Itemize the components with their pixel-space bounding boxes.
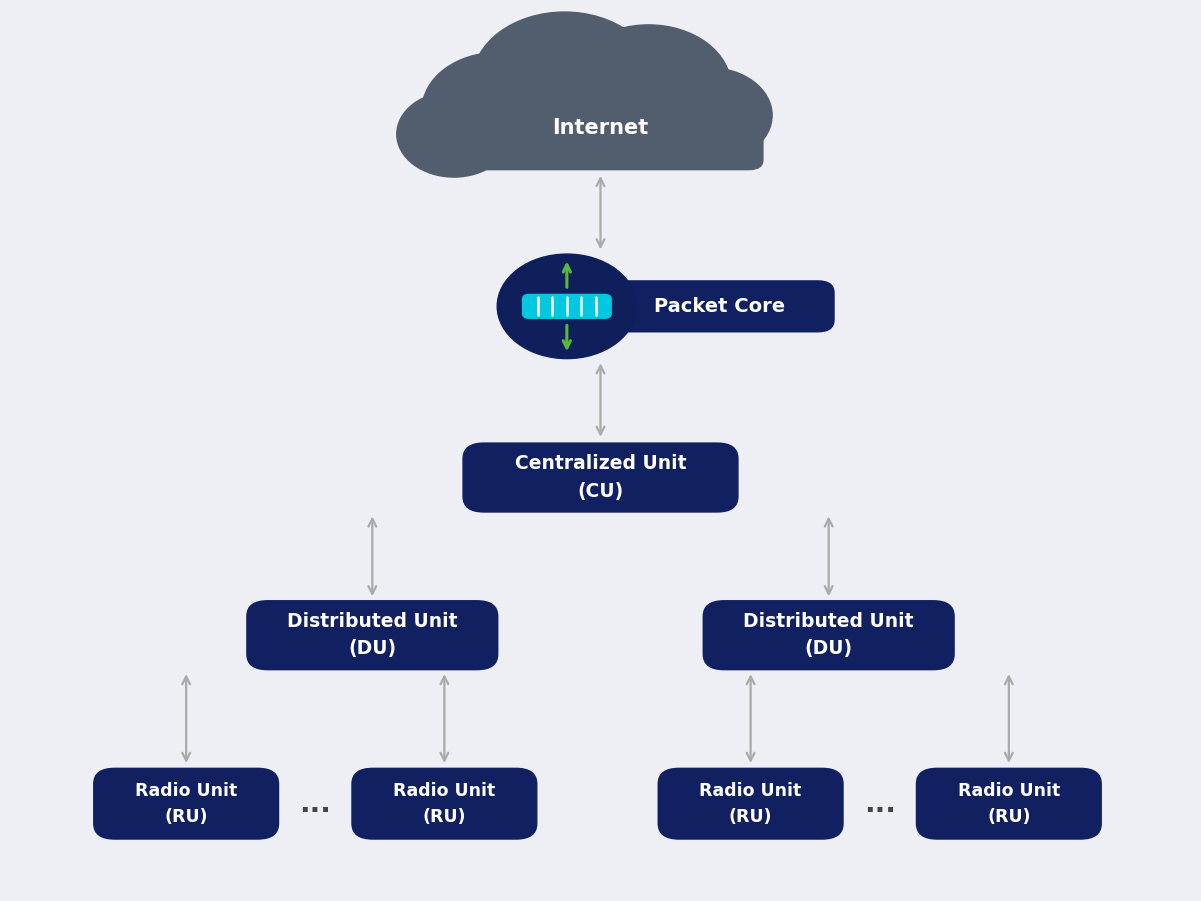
Text: Internet: Internet	[552, 118, 649, 138]
Circle shape	[497, 254, 637, 359]
Text: Radio Unit
(RU): Radio Unit (RU)	[699, 782, 802, 825]
Text: ...: ...	[864, 789, 896, 818]
Circle shape	[396, 91, 512, 177]
FancyBboxPatch shape	[92, 768, 279, 840]
Circle shape	[423, 52, 574, 167]
Circle shape	[645, 68, 772, 163]
FancyBboxPatch shape	[246, 600, 498, 670]
FancyBboxPatch shape	[703, 600, 955, 670]
FancyBboxPatch shape	[14, 11, 1187, 890]
Text: Radio Unit
(RU): Radio Unit (RU)	[393, 782, 496, 825]
FancyBboxPatch shape	[462, 442, 739, 513]
FancyBboxPatch shape	[351, 768, 537, 840]
FancyBboxPatch shape	[658, 768, 843, 840]
Text: Packet Core: Packet Core	[655, 296, 785, 316]
Text: Distributed Unit
(DU): Distributed Unit (DU)	[287, 612, 458, 659]
Circle shape	[472, 12, 657, 150]
Circle shape	[566, 25, 731, 149]
FancyBboxPatch shape	[521, 294, 611, 319]
FancyBboxPatch shape	[915, 768, 1101, 840]
Text: Radio Unit
(RU): Radio Unit (RU)	[135, 782, 238, 825]
FancyBboxPatch shape	[437, 117, 764, 170]
Text: Distributed Unit
(DU): Distributed Unit (DU)	[743, 612, 914, 659]
Text: Radio Unit
(RU): Radio Unit (RU)	[957, 782, 1060, 825]
FancyBboxPatch shape	[605, 280, 835, 332]
Text: ...: ...	[299, 789, 331, 818]
Text: Centralized Unit
(CU): Centralized Unit (CU)	[515, 454, 686, 501]
